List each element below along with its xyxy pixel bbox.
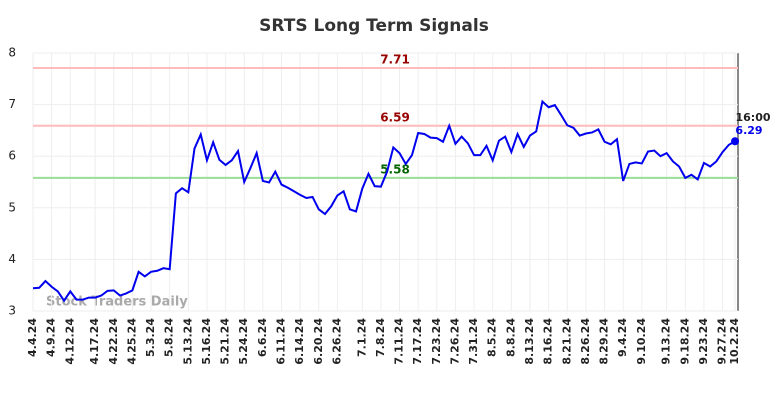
- x-tick-label: 7.23.24: [430, 318, 443, 365]
- watermark: Stock Traders Daily: [46, 295, 188, 310]
- x-tick-label: 4.25.24: [125, 318, 138, 365]
- x-tick-label: 8.21.24: [560, 318, 573, 365]
- last-value-label: 6.29: [735, 124, 762, 137]
- x-tick-label: 8.13.24: [523, 318, 536, 365]
- x-tick-label: 9.4.24: [616, 318, 629, 357]
- x-tick-label: 6.20.24: [312, 318, 325, 365]
- x-tick-label: 4.4.24: [26, 318, 39, 357]
- x-tick-label: 7.17.24: [411, 318, 424, 365]
- price-line: [32, 99, 736, 303]
- x-tick-label: 7.31.24: [467, 318, 480, 365]
- x-tick-label: 5.3.24: [144, 318, 157, 357]
- x-tick-label: 5.13.24: [181, 318, 194, 365]
- x-tick-label: 5.24.24: [237, 318, 250, 365]
- x-tick-label: 9.18.24: [678, 318, 691, 365]
- x-tick-label: 5.21.24: [219, 318, 232, 365]
- x-tick-label: 5.8.24: [163, 318, 176, 357]
- x-tick-label: 4.17.24: [88, 318, 101, 365]
- x-tick-label: 9.23.24: [697, 318, 710, 365]
- x-tick-label: 7.26.24: [448, 318, 461, 365]
- x-tick-label: 4.12.24: [63, 318, 76, 365]
- y-tick-label: 8: [8, 46, 16, 60]
- y-tick-label: 4: [8, 252, 16, 266]
- time-label: 16:00: [735, 111, 770, 124]
- x-tick-label: 4.9.24: [45, 318, 58, 357]
- x-tick-label: 8.29.24: [598, 318, 611, 365]
- x-tick-label: 7.8.24: [374, 318, 387, 357]
- x-tick-label: 8.8.24: [504, 318, 517, 357]
- x-tick-label: 6.11.24: [274, 318, 287, 365]
- y-tick-label: 5: [8, 200, 16, 214]
- chart-title: SRTS Long Term Signals: [259, 16, 489, 36]
- x-tick-label: 6.14.24: [293, 318, 306, 365]
- x-tick-label: 6.26.24: [330, 318, 343, 365]
- x-tick-label: 8.5.24: [486, 318, 499, 357]
- x-tick-label: 8.26.24: [579, 318, 592, 365]
- x-tick-label: 10.2.24: [728, 318, 741, 365]
- signal-label: 6.59: [380, 110, 410, 124]
- y-tick-label: 6: [8, 149, 16, 163]
- x-tick-label: 9.27.24: [716, 318, 729, 365]
- last-point: [731, 137, 739, 146]
- x-tick-label: 8.16.24: [542, 318, 555, 365]
- x-tick-label: 9.10.24: [635, 318, 648, 365]
- x-tick-label: 4.22.24: [107, 318, 120, 365]
- y-tick-label: 7: [8, 97, 16, 111]
- x-tick-label: 7.11.24: [393, 318, 406, 365]
- x-tick-label: 6.6.24: [256, 318, 269, 357]
- x-tick-label: 5.16.24: [200, 318, 213, 365]
- x-tick-label: 9.13.24: [660, 318, 673, 365]
- y-tick-label: 3: [8, 304, 16, 318]
- x-tick-label: 7.1.24: [355, 318, 368, 357]
- signal-label: 7.71: [380, 52, 410, 66]
